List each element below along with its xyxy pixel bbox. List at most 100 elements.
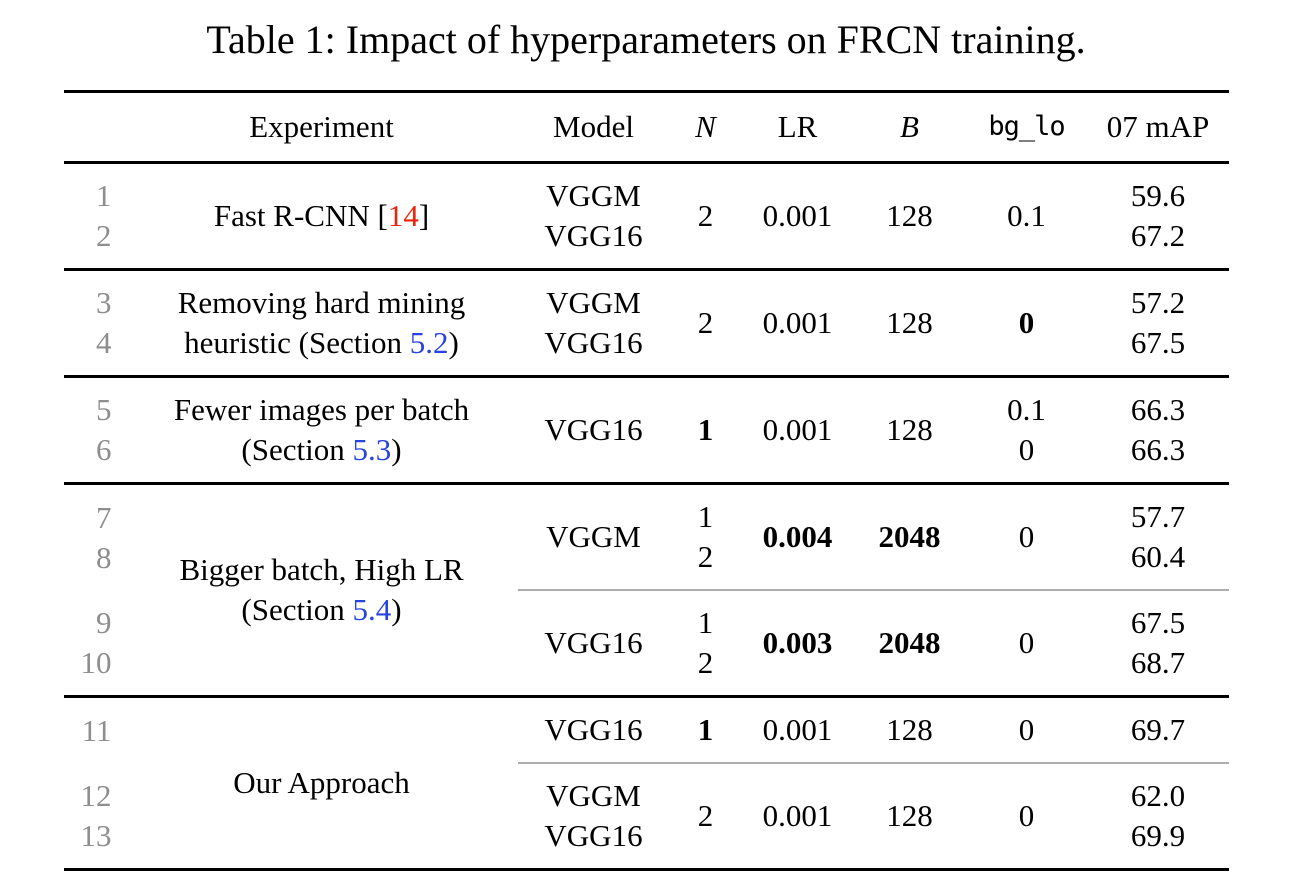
row-number: 12: [80, 777, 112, 813]
lr-cell: 0.001: [741, 696, 854, 764]
col-header-rownum: [64, 92, 126, 163]
experiment-cell: Fewer images per batch (Section 5.3): [126, 377, 518, 484]
n-value: 1: [697, 605, 714, 640]
map-value: 68.7: [1130, 645, 1186, 680]
n-cell: 2: [697, 798, 714, 833]
map-cell: 66.3 66.3: [1088, 377, 1229, 484]
row-number: 9: [96, 604, 112, 640]
row-number-cell: 3 4: [64, 270, 126, 377]
hyperparameters-table: Experiment Model N LR B bg_lo 07 mAP 1 2…: [63, 90, 1229, 871]
model-cell: VGGM VGG16: [518, 270, 670, 377]
section-link[interactable]: 5.3: [352, 432, 392, 467]
model-cell: VGG16: [544, 625, 643, 660]
row-group-our-approach-pair: 12 13 VGGM VGG16 2 0.001 128 0 62.0 69.9: [64, 763, 1229, 870]
row-number: 13: [80, 817, 112, 853]
b-cell: 2048: [878, 625, 941, 660]
experiment-cell: Fast R-CNN [14]: [126, 163, 518, 270]
row-group-our-approach-single: 11 Our Approach VGG16 1 0.001 128 0 69.7: [63, 696, 1229, 800]
model-cell: VGGM: [517, 483, 670, 591]
model-value: VGGM: [546, 285, 641, 320]
map-cell: 62.0 69.9: [1088, 763, 1229, 870]
experiment-text: Fewer images per batch: [173, 392, 470, 427]
map-value: 67.5: [1130, 605, 1186, 640]
map-cell: 57.7 60.4: [1087, 483, 1229, 591]
col-header-b: B: [900, 109, 919, 144]
experiment-text: ): [448, 325, 459, 360]
bglo-cell: 0: [1018, 625, 1035, 660]
bglo-value: 0.1: [1007, 392, 1046, 427]
table-caption: Table 1: Impact of hyperparameters on FR…: [206, 17, 1086, 62]
row-number: 6: [96, 432, 112, 467]
n-value: 1: [697, 499, 714, 534]
bglo-cell: 0: [965, 696, 1088, 764]
header-row: Experiment Model N LR B bg_lo 07 mAP: [63, 91, 1229, 163]
experiment-text: heuristic (Section: [184, 325, 410, 360]
bglo-cell: 0.1 0: [966, 377, 1088, 484]
col-header-lr: LR: [777, 109, 818, 144]
map-cell: 59.6 67.2: [1088, 163, 1229, 270]
n-value: 2: [697, 645, 714, 680]
map-cell: 69.7: [1087, 696, 1229, 764]
lr-cell: 0.004: [741, 483, 854, 591]
map-value: 57.2: [1130, 285, 1186, 320]
model-value: VGGM: [546, 178, 641, 213]
bglo-cell: 0: [965, 483, 1088, 591]
n-cell: 2: [697, 305, 714, 340]
n-cell: 1 2: [669, 483, 742, 591]
b-cell: 128: [886, 305, 933, 340]
row-number: 7: [96, 499, 112, 535]
map-value: 67.2: [1130, 218, 1186, 253]
row-number: 11: [81, 712, 112, 748]
row-number-cell: 7 8: [64, 484, 126, 591]
map-value: 67.5: [1130, 325, 1186, 360]
row-number-cell: 1 2: [64, 163, 126, 270]
col-header-map: 07 mAP: [1106, 109, 1210, 144]
map-value: 66.3: [1130, 432, 1186, 467]
experiment-cell: Our Approach: [126, 697, 518, 870]
b-cell: 128: [886, 412, 933, 447]
section-link[interactable]: 5.4: [352, 592, 392, 627]
n-cell: 1 2: [670, 590, 742, 697]
lr-cell: 0.001: [762, 198, 833, 233]
col-header-n: N: [695, 109, 716, 144]
experiment-text: Our Approach: [233, 765, 410, 800]
n-value: 2: [697, 539, 714, 574]
citation-link[interactable]: 14: [387, 198, 419, 233]
map-cell: 57.2 67.5: [1088, 270, 1229, 377]
model-cell: VGG16: [517, 696, 670, 764]
bglo-cell: 0: [1018, 305, 1035, 340]
lr-cell: 0.001: [762, 798, 833, 833]
row-group-fewer-images: 5 6 Fewer images per batch (Section 5.3)…: [63, 376, 1229, 484]
col-header-model: Model: [553, 109, 634, 144]
lr-cell: 0.003: [762, 625, 833, 660]
row-number-cell: 11: [64, 697, 126, 764]
row-number-cell: 5 6: [64, 377, 126, 484]
row-number: 1: [96, 178, 112, 213]
map-value: 60.4: [1130, 539, 1186, 574]
lr-cell: 0.001: [762, 412, 833, 447]
map-value: 69.9: [1130, 818, 1186, 853]
experiment-cell: Bigger batch, High LR (Section 5.4): [126, 484, 518, 697]
n-cell: 1: [669, 696, 742, 764]
row-number-cell: 9 10: [64, 590, 126, 697]
section-link[interactable]: 5.2: [409, 325, 449, 360]
lr-cell: 0.001: [762, 305, 833, 340]
n-cell: 2: [697, 198, 714, 233]
experiment-text: ): [391, 592, 402, 627]
model-value: VGGM: [546, 778, 641, 813]
model-value: VGG16: [544, 818, 643, 853]
row-group-bigger-batch-vgg16: 9 10 VGG16 1 2 0.003 2048 0 67.5 68.7: [64, 590, 1229, 697]
model-cell: VGGM VGG16: [518, 163, 670, 270]
row-number: 10: [80, 644, 112, 680]
experiment-text: Removing hard mining: [177, 285, 466, 320]
map-value: 69.7: [1130, 712, 1186, 747]
row-number: 4: [96, 325, 112, 360]
bglo-value: 0: [1018, 432, 1035, 467]
model-cell: VGGM VGG16: [518, 763, 670, 870]
map-cell: 67.5 68.7: [1088, 590, 1229, 697]
map-value: 57.7: [1130, 499, 1186, 534]
experiment-cell: Removing hard mining heuristic (Section …: [126, 270, 518, 377]
row-number: 3: [96, 285, 112, 320]
row-number: 5: [96, 392, 112, 427]
